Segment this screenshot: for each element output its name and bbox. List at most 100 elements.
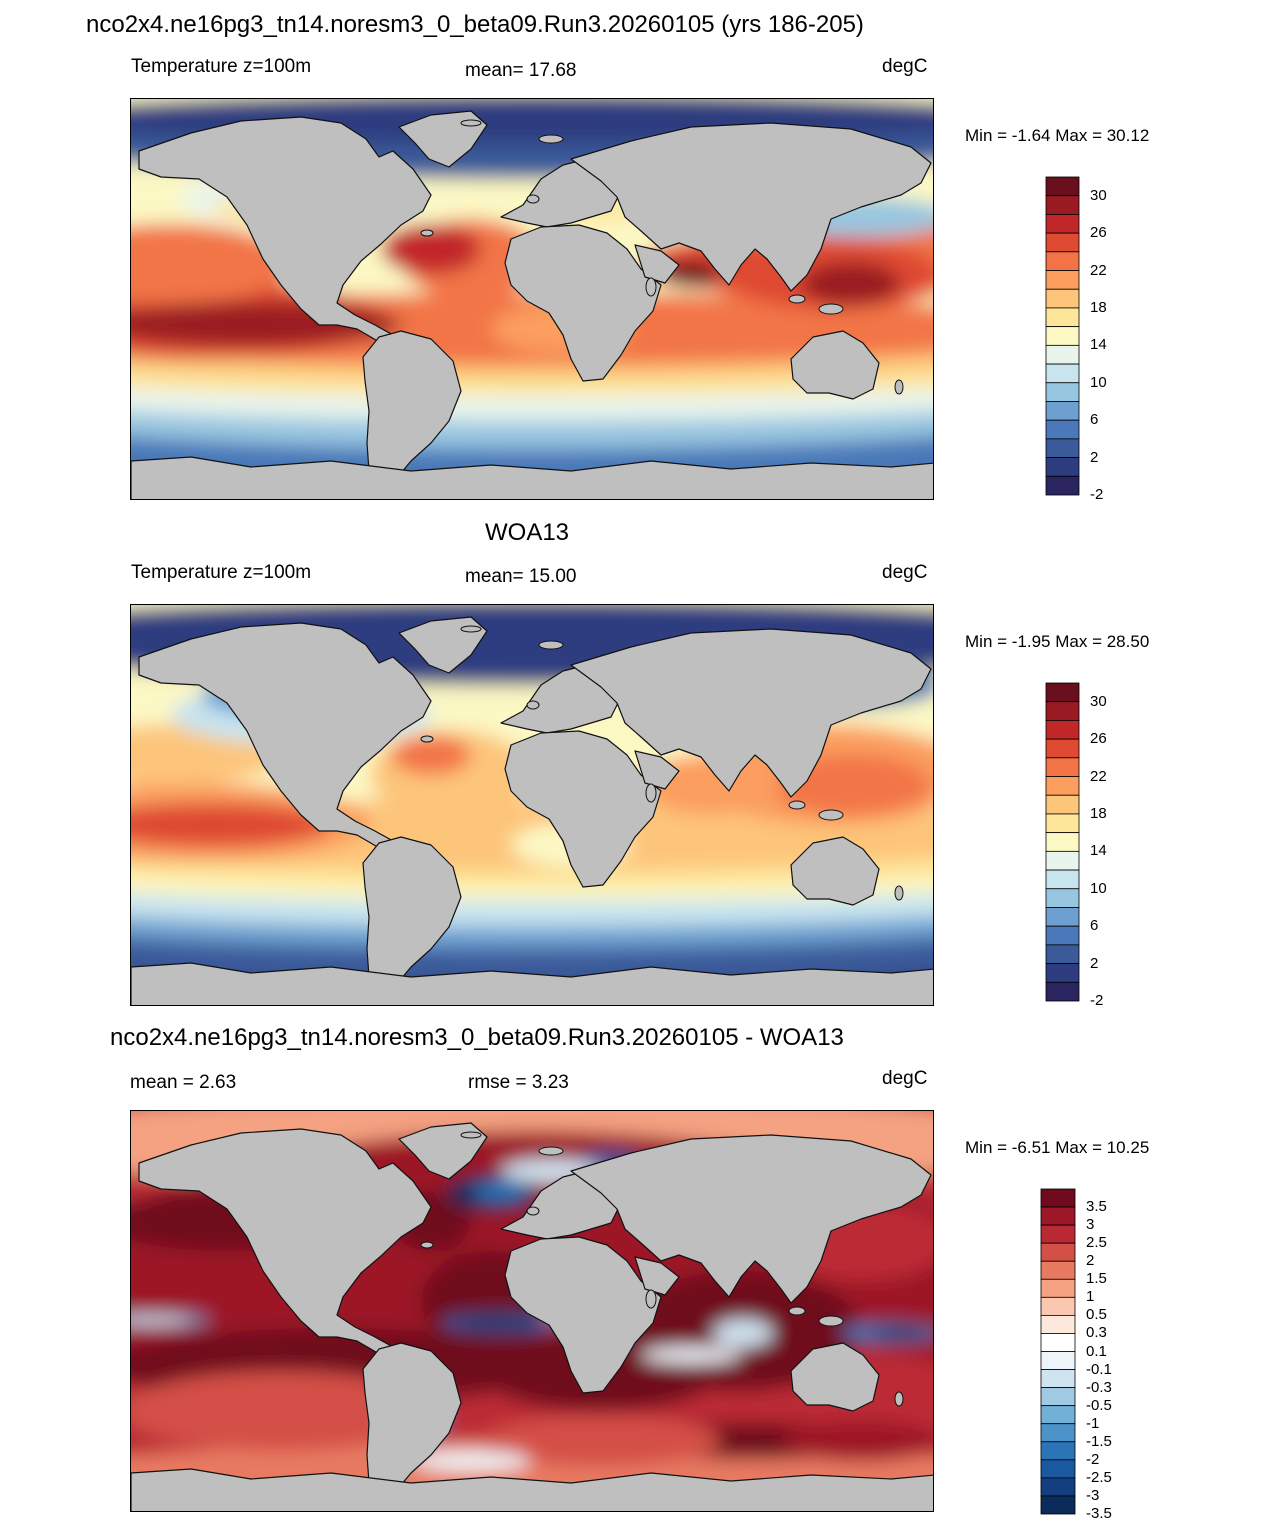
colorbar-box [1045,981,1080,1002]
colorbar-tick-label: -0.5 [1086,1396,1112,1414]
panel1-variable-label: Temperature z=100m [131,56,312,77]
island [818,809,844,821]
colorbar-box [1045,794,1080,815]
land-arabia [634,1256,680,1296]
island [460,119,482,127]
colorbar-box [1040,1242,1076,1262]
colorbar-box [1045,738,1080,759]
panel2-variable-label: Temperature z=100m [131,562,312,583]
colorbar-box [1045,419,1080,440]
colorbar-box [1040,1206,1076,1226]
colorbar-tick-label: 26 [1090,730,1107,748]
island [538,1146,564,1156]
panel2-minmax: Min = -1.95 Max = 28.50 [965,632,1150,651]
panel1-mean-label: mean= 17.68 [465,60,577,81]
colorbar-tick-label: 2.5 [1086,1234,1107,1252]
island [788,1306,806,1316]
land-asia [570,122,932,292]
island [894,379,904,395]
colorbar-tick-label: -2 [1090,486,1104,503]
island [894,885,904,901]
colorbar-box [1040,1314,1076,1334]
land-australia [790,1342,880,1412]
colorbar-tick-label: 0.1 [1086,1342,1107,1360]
island [526,1206,540,1216]
colorbar-tick-label: 0.5 [1086,1306,1107,1324]
colorbar-box [1040,1459,1076,1479]
colorbar-box [1045,363,1080,384]
colorbar-tick-label: 14 [1090,842,1107,860]
colorbar-box [1040,1351,1076,1370]
colorbar-box [1045,382,1080,402]
colorbar-tick-label: 18 [1090,298,1107,316]
colorbar-box [1045,850,1080,871]
colorbar-box [1040,1296,1076,1316]
colorbar-box [1045,288,1080,309]
colorbar-box [1045,757,1080,777]
island [818,1315,844,1327]
colorbar-box [1045,307,1080,328]
island [645,1289,657,1309]
island [460,625,482,633]
colorbar-tick-label: 3 [1086,1216,1095,1234]
panel3-title: nco2x4.ne16pg3_tn14.noresm3_0_beta09.Run… [110,1024,844,1051]
colorbar-box [1040,1369,1076,1389]
colorbar-tick-label: 6 [1090,411,1099,429]
land-northAmerica [138,622,432,850]
colorbar-box [1040,1188,1076,1208]
colorbar-box [1040,1441,1076,1461]
panel2-units-label: degC [882,562,928,583]
colorbar-box [1040,1495,1076,1515]
panel1-colorbar: 30 26 22 18 14 10 6 2 -2 [1045,176,1107,503]
land-asia [570,1134,932,1304]
colorbar-tick-label: 30 [1090,186,1107,204]
panel3-minmax: Min = -6.51 Max = 10.25 [965,1138,1150,1157]
colorbar-tick-label: 18 [1090,804,1107,822]
land-northAmerica [138,116,432,344]
colorbar-tick-label: 6 [1090,917,1099,935]
colorbar-box [1040,1260,1076,1280]
colorbar-tick-label: 2 [1086,1252,1095,1270]
land-australia [790,836,880,906]
land-africa [504,224,662,382]
colorbar-tick-label: -0.3 [1086,1378,1112,1396]
land-asia [570,628,932,798]
colorbar-box [1045,195,1080,215]
island [526,194,540,204]
colorbar-box [1045,326,1080,346]
colorbar-tick-label: 30 [1090,692,1107,710]
colorbar-box [1040,1477,1076,1497]
colorbar-box [1045,720,1080,740]
land-mask [131,1122,933,1511]
colorbar-box [1045,344,1080,365]
colorbar-tick-label: -3 [1086,1486,1100,1504]
colorbar-tick-label: -1.5 [1086,1432,1112,1450]
colorbar-tick-label: 3.5 [1086,1198,1107,1216]
island [645,783,657,803]
colorbar-box [1040,1423,1076,1443]
colorbar-box [1045,925,1080,946]
land-mask [131,616,933,1005]
colorbar-tick-label: 2 [1090,954,1099,972]
colorbar-box [1045,475,1080,496]
panel1-units-label: degC [882,56,928,77]
colorbar-tick-label: -2 [1086,1450,1100,1468]
colorbar-box [1045,251,1080,271]
colorbar-box [1045,232,1080,253]
colorbar-box [1040,1224,1076,1244]
colorbar-tick-label: 0.3 [1086,1324,1107,1342]
colorbar-box [1045,438,1080,458]
colorbar-tick-label: -0.1 [1086,1360,1112,1378]
colorbar-tick-label: -3.5 [1086,1505,1112,1522]
colorbar-box [1045,832,1080,852]
island [645,277,657,297]
panel1-minmax: Min = -1.64 Max = 30.12 [965,126,1150,145]
colorbar-box [1045,907,1080,927]
colorbar-tick-label: -1 [1086,1414,1100,1432]
panel1-map [130,98,934,500]
land-arabia [634,750,680,790]
island [420,735,434,743]
panel3-mean-label: mean = 2.63 [130,1072,237,1093]
land-mask [131,110,933,499]
land-arabia [634,244,680,284]
